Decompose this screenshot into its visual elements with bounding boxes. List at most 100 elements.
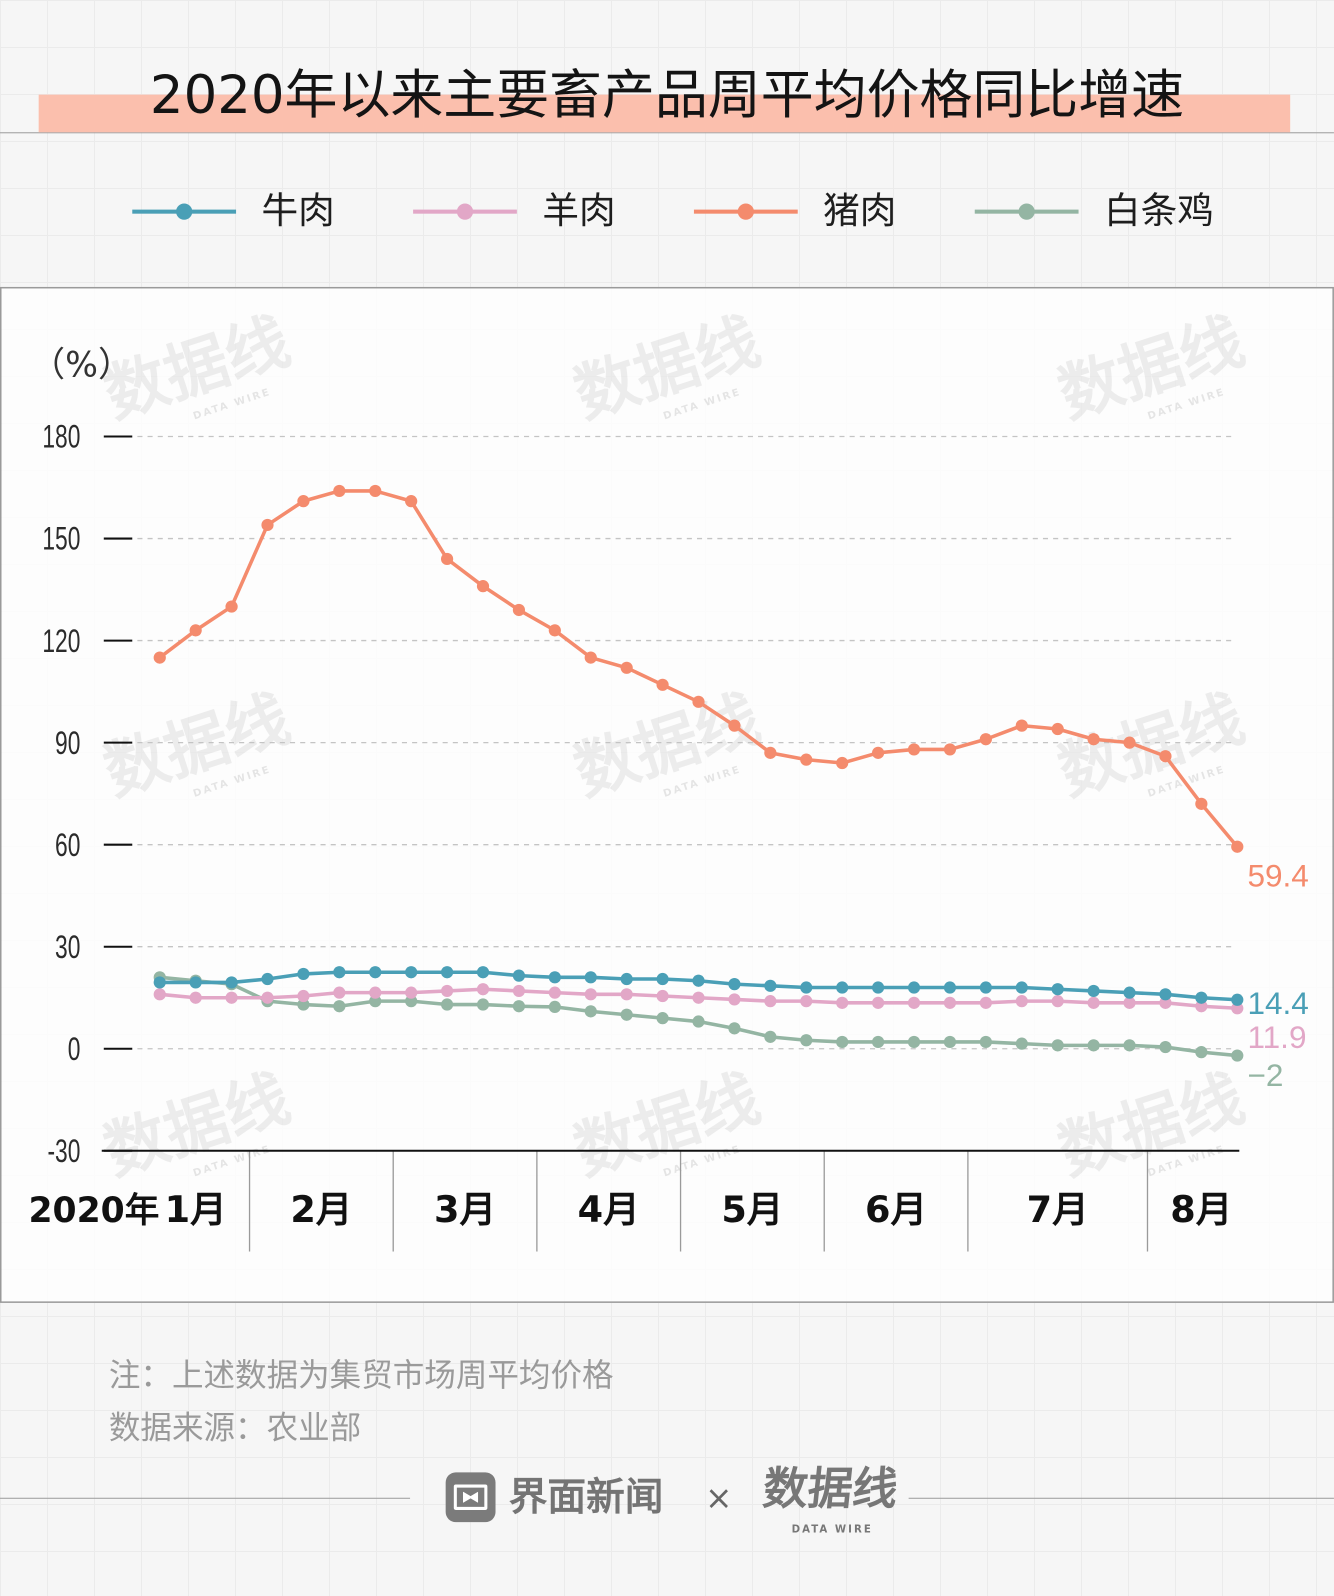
- data-point: [1159, 750, 1172, 763]
- data-point: [979, 1035, 992, 1049]
- data-point: [476, 998, 490, 1011]
- data-point: [261, 972, 274, 986]
- end-value-label-pork: 59.4: [1247, 857, 1308, 893]
- data-point: [1087, 733, 1100, 746]
- data-point: [764, 979, 777, 992]
- data-point: [943, 743, 957, 756]
- legend-item-pork: 猪肉: [693, 187, 959, 236]
- x-axis-year-label: 2020年: [28, 1191, 159, 1231]
- data-point: [620, 661, 633, 674]
- data-point: [692, 695, 705, 708]
- data-point: [261, 518, 274, 532]
- data-point: [369, 966, 382, 979]
- data-point: [1015, 719, 1028, 732]
- data-point: [225, 600, 238, 613]
- legend-label: 牛肉: [261, 190, 335, 232]
- data-point: [548, 971, 561, 984]
- data-point: [1231, 1002, 1244, 1015]
- data-point: [979, 981, 992, 994]
- data-point: [512, 984, 526, 998]
- data-point: [297, 998, 310, 1011]
- data-point: [871, 996, 885, 1009]
- data-point: [261, 991, 274, 1004]
- data-point: [225, 991, 238, 1004]
- legend: 牛肉 羊肉 猪肉 白条鸡: [0, 187, 1334, 236]
- data-point: [333, 1000, 346, 1013]
- jiemian-logo-center: [462, 1491, 479, 1503]
- x-tick-label: 1月: [165, 1188, 227, 1231]
- data-point: [405, 966, 418, 979]
- jiemian-logo-icon: [445, 1472, 496, 1523]
- legend-dot: [456, 203, 474, 220]
- data-point: [333, 966, 346, 979]
- legend-dot: [737, 203, 754, 220]
- data-point: [369, 995, 382, 1008]
- data-point: [979, 996, 992, 1009]
- x-tick-label: 2月: [290, 1188, 352, 1231]
- y-tick-label: -30: [47, 1133, 80, 1169]
- data-point: [836, 981, 849, 994]
- data-point: [1051, 1039, 1064, 1052]
- data-point: [1087, 996, 1100, 1009]
- data-point: [512, 603, 526, 617]
- data-point: [405, 986, 418, 999]
- data-point: [440, 998, 454, 1011]
- data-point: [800, 995, 813, 1008]
- data-point: [943, 1035, 957, 1049]
- data-point: [620, 988, 633, 1001]
- data-point: [979, 733, 992, 746]
- legend-label: 白条鸡: [1103, 190, 1214, 232]
- data-point: [1087, 984, 1100, 998]
- footer-divider-right: [908, 1497, 1334, 1499]
- data-point: [548, 624, 561, 637]
- data-point: [836, 1035, 849, 1049]
- y-tick-label: 180: [42, 419, 80, 455]
- data-point: [548, 1000, 561, 1014]
- data-point: [1015, 981, 1028, 994]
- data-point: [189, 991, 202, 1004]
- data-point: [440, 984, 454, 998]
- data-point: [620, 972, 633, 986]
- legend-item-beef: 牛肉: [132, 187, 397, 236]
- data-point: [297, 495, 310, 508]
- data-point: [440, 966, 454, 979]
- data-point: [1231, 1049, 1244, 1062]
- y-tick-label: 150: [42, 521, 80, 557]
- plot-area: 180 150 120 90 60 30 0 -30 1月 2月 3月 4月 5月 6月 7月 8月 14.41…: [42, 419, 1309, 1252]
- data-point: [333, 986, 346, 999]
- data-point: [943, 981, 957, 994]
- data-point: [728, 1022, 741, 1035]
- data-point: [800, 981, 813, 994]
- data-point: [728, 719, 741, 732]
- series-mutton: [153, 983, 1244, 1015]
- data-point: [836, 996, 849, 1009]
- data-point: [692, 974, 705, 987]
- data-point: [1159, 988, 1172, 1001]
- data-point: [692, 991, 705, 1004]
- x-tick-label: 6月: [865, 1188, 927, 1231]
- x-tick-label: 4月: [578, 1188, 640, 1231]
- data-point: [405, 495, 418, 508]
- brand-name: 界面新闻: [508, 1474, 664, 1520]
- legend-dot: [1018, 203, 1035, 220]
- data-point: [656, 678, 669, 691]
- data-point: [692, 1015, 705, 1028]
- y-tick-label: 30: [55, 929, 80, 965]
- y-axis-unit: （%）: [31, 345, 133, 385]
- series-pork: [153, 484, 1244, 853]
- title-highlight-bar: [38, 94, 1291, 133]
- data-point: [1159, 1040, 1172, 1054]
- data-point: [1159, 996, 1172, 1009]
- data-point: [584, 971, 597, 984]
- footnote: 注：上述数据为集贸市场周平均价格: [108, 1357, 614, 1394]
- data-point: [369, 484, 382, 498]
- data-point: [1051, 722, 1064, 736]
- data-point: [656, 989, 669, 1003]
- data-point: [1195, 1046, 1208, 1059]
- series-beef: [153, 966, 1244, 1006]
- data-point: [764, 995, 777, 1008]
- data-point: [440, 552, 454, 566]
- partner-logo: 数据线: [760, 1463, 901, 1516]
- data-point: [656, 972, 669, 986]
- data-point: [512, 969, 526, 982]
